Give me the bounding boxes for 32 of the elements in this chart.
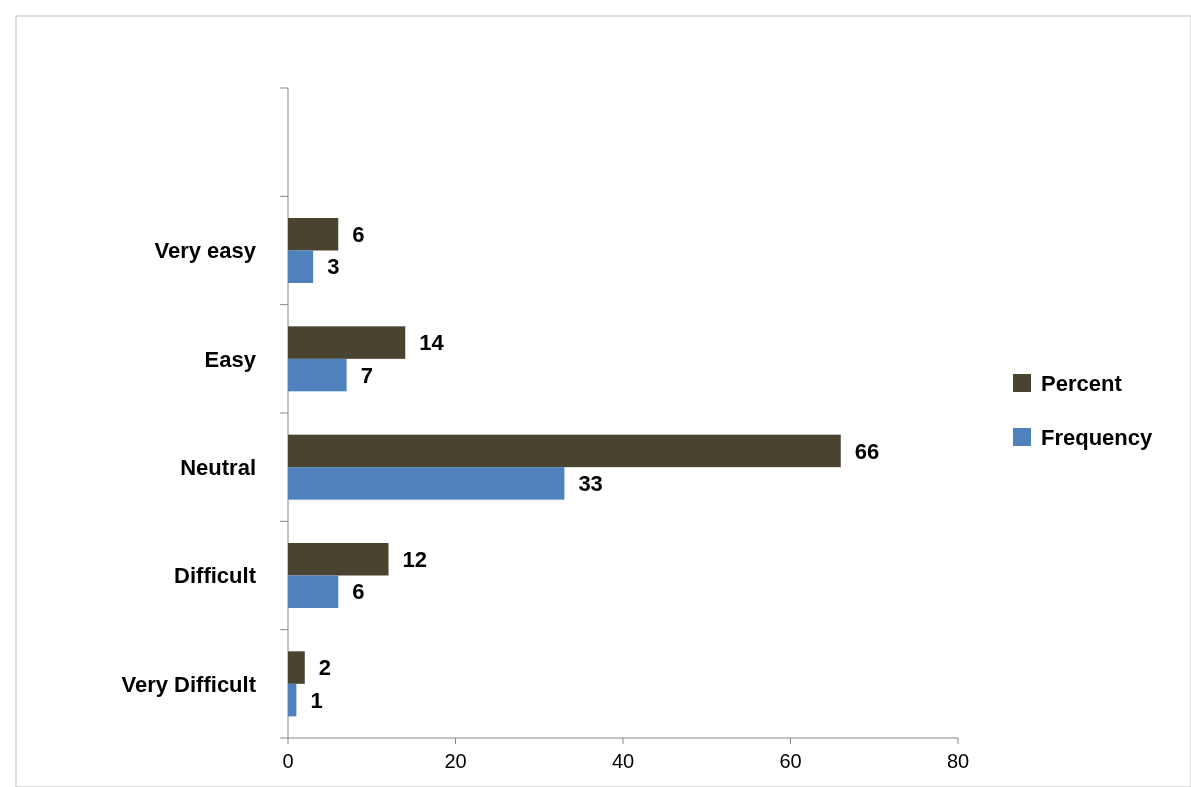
- bar: [288, 651, 305, 684]
- x-tick-label: 20: [444, 750, 467, 772]
- data-label: 66: [854, 438, 880, 464]
- data-label: 7: [360, 362, 373, 388]
- data-label: 1: [310, 687, 323, 713]
- data-label: 12: [402, 546, 427, 572]
- bar: [288, 683, 297, 717]
- y-tick-label: Very easy: [154, 238, 257, 264]
- x-tick-label: 0: [282, 750, 294, 772]
- y-tick-label: Very Difficult: [121, 671, 257, 697]
- bar: [288, 326, 406, 359]
- data-label: 6: [352, 221, 365, 247]
- legend-label: Frequency: [1041, 424, 1154, 450]
- legend-label: Percent: [1041, 370, 1123, 396]
- bar: [288, 467, 565, 500]
- y-tick-label: Difficult: [174, 563, 257, 589]
- bar: [288, 218, 339, 251]
- y-tick-label: Easy: [204, 346, 257, 372]
- data-label: 14: [419, 330, 445, 356]
- bar: [288, 358, 347, 392]
- bar: [288, 543, 389, 576]
- data-label: 33: [578, 471, 603, 497]
- x-tick-label: 80: [946, 750, 970, 772]
- x-tick-label: 60: [779, 750, 802, 772]
- bar: [288, 250, 314, 283]
- bar: [288, 575, 339, 608]
- x-tick-label: 40: [611, 750, 635, 772]
- y-tick-label: Neutral: [180, 454, 256, 480]
- data-label: 2: [318, 655, 331, 681]
- bar: [288, 434, 841, 468]
- data-label: 6: [352, 579, 365, 605]
- data-label: 3: [327, 254, 340, 280]
